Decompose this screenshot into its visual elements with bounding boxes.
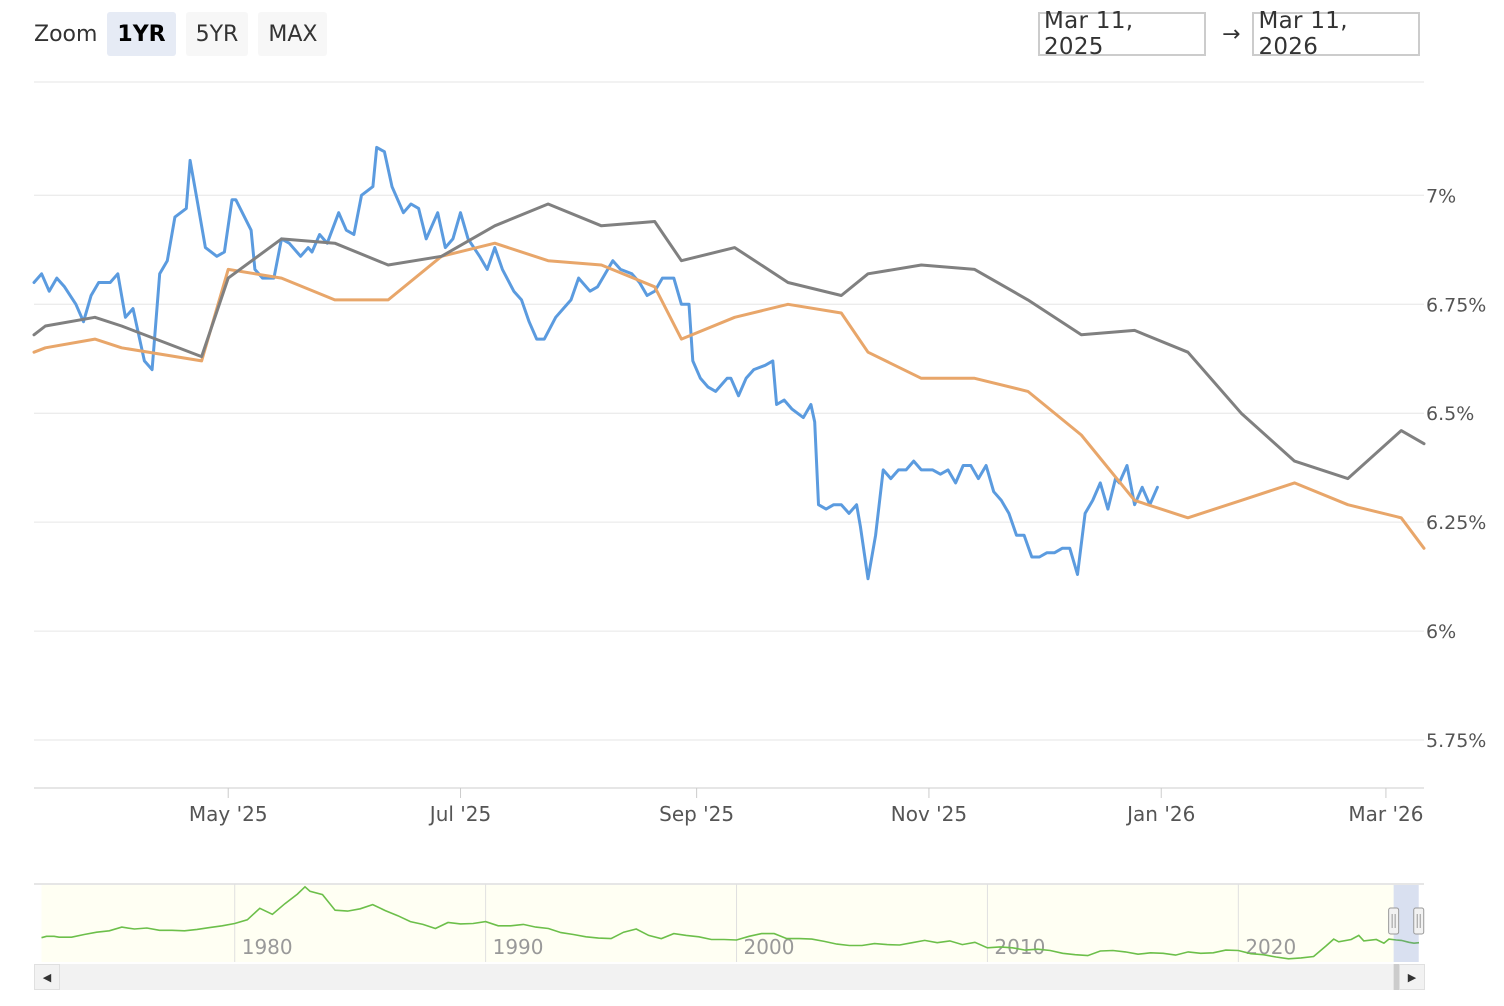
x-tick-label: Jul '25 [428,802,491,826]
range-arrow: → [1222,21,1241,47]
zoom-1yr-button[interactable]: 1YR [107,12,176,56]
x-tick-label: Sep '25 [659,802,734,826]
y-tick-label: 6.25% [1426,512,1486,534]
navigator-year-label: 2020 [1245,935,1296,959]
navigator-year-label: 1980 [242,935,293,959]
x-tick-label: Jan '26 [1125,802,1195,826]
series-line-2 [32,241,1426,550]
zoom-label: Zoom [34,21,98,47]
y-tick-label: 6.75% [1426,294,1486,316]
scrollbar-track [34,964,1424,990]
navigator-right-handle [1413,907,1425,935]
zoom-bar: Zoom 1YR 5YR MAX [34,12,337,56]
y-tick-label: 6.5% [1426,403,1474,425]
range-from-input[interactable]: Mar 11, 2025 [1038,8,1206,60]
y-tick-label: 7% [1426,185,1456,207]
navigator-line [41,885,1420,960]
zoom-max-button[interactable]: MAX [258,12,328,56]
series-line-1 [32,145,1159,581]
x-tick-label: May '25 [189,802,268,826]
scroll-right-button[interactable]: ▶ [1399,964,1425,990]
scroll-left-button[interactable]: ◀ [34,964,60,990]
navigator-left-handle [1388,907,1400,935]
navigator-background [41,885,1394,962]
navigator-year-label: 1990 [493,935,544,959]
zoom-5yr-button[interactable]: 5YR [185,12,249,56]
x-tick-label: Mar '26 [1348,802,1423,826]
x-tick-label: Nov '25 [891,802,967,826]
range-to-input[interactable]: Mar 11, 2026 [1252,8,1421,60]
date-range: Mar 11, 2025 → Mar 11, 2026 [1038,8,1421,60]
series-line-3 [32,202,1426,481]
y-tick-label: 5.75% [1426,730,1486,752]
y-tick-label: 6% [1426,621,1456,643]
